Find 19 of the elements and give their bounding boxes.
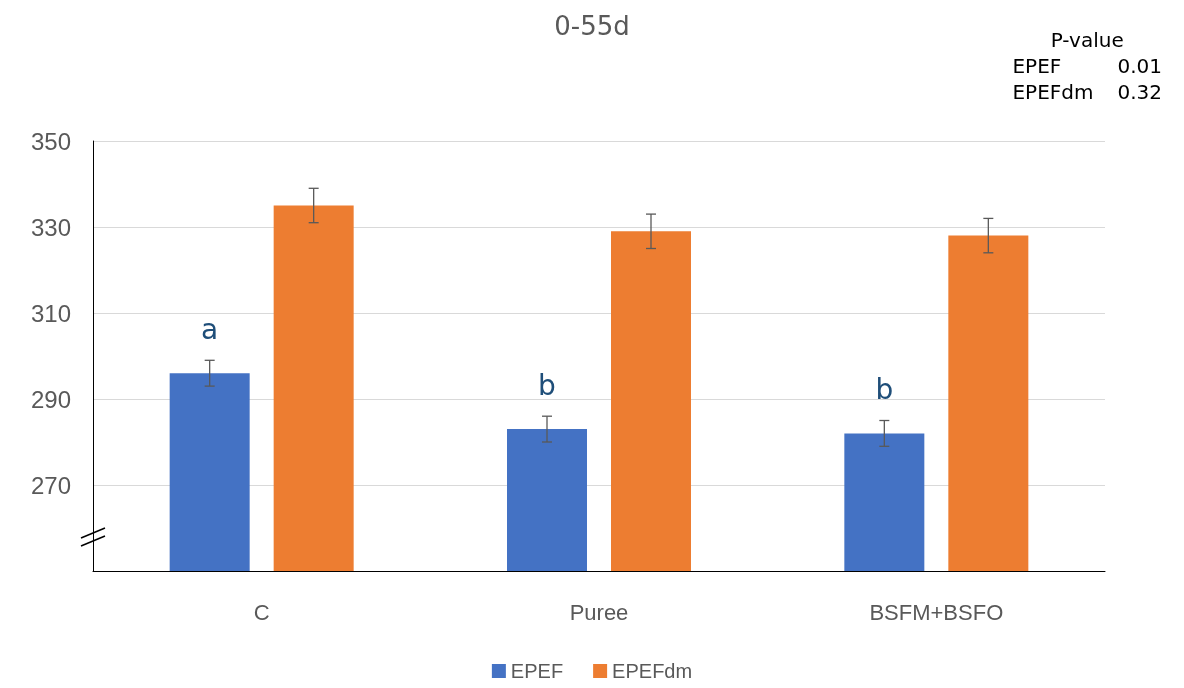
x-tick-label: BSFM+BSFO [869,599,1004,625]
y-tick-label: 270 [30,471,71,499]
x-tick-label: Puree [569,599,629,625]
text: 0.01 [1117,54,1162,78]
x-tick-label: C [253,599,270,625]
text: 0.32 [1117,80,1162,104]
y-tick-label: 310 [30,299,71,327]
text: P-value [1049,28,1125,52]
data-label: a [201,312,219,346]
y-tick-label: 330 [30,213,71,241]
y-tick-label: 350 [30,127,71,155]
text: EPEFdm [1012,80,1094,104]
data-label: b [875,372,894,406]
text: EPEF [1012,54,1063,78]
chart-title: 0-55d [554,11,630,41]
y-tick-label: 290 [30,385,71,413]
legend-label: EPEF [510,660,564,682]
data-label: b [538,368,556,402]
legend-label: EPEFdm [612,660,693,682]
